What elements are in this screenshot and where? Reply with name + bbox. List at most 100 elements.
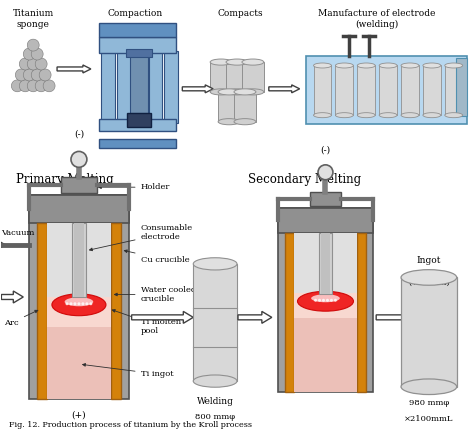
Polygon shape	[1, 291, 23, 303]
Circle shape	[43, 80, 55, 92]
Bar	[47, 297, 111, 327]
Bar	[313, 66, 331, 115]
Ellipse shape	[326, 299, 329, 302]
Ellipse shape	[401, 270, 457, 285]
Ellipse shape	[193, 258, 237, 270]
Bar	[126, 49, 152, 57]
Circle shape	[19, 80, 31, 92]
Bar	[357, 66, 375, 115]
Bar	[401, 66, 419, 115]
Text: Titanium
sponge: Titanium sponge	[13, 10, 54, 29]
Ellipse shape	[210, 59, 232, 65]
Ellipse shape	[334, 299, 337, 302]
Bar	[336, 66, 353, 115]
Bar	[101, 51, 115, 123]
Ellipse shape	[357, 113, 375, 118]
Bar	[321, 233, 330, 294]
Text: Holder: Holder	[99, 183, 170, 191]
Ellipse shape	[445, 113, 463, 118]
Circle shape	[31, 69, 43, 81]
Circle shape	[23, 48, 35, 60]
Bar	[127, 113, 151, 127]
Bar	[61, 177, 97, 193]
Ellipse shape	[379, 113, 397, 118]
Polygon shape	[132, 311, 193, 323]
Bar	[423, 66, 441, 115]
Circle shape	[15, 69, 27, 81]
Bar	[99, 138, 176, 148]
Bar	[37, 223, 47, 399]
Bar	[294, 293, 357, 392]
Bar	[99, 23, 176, 37]
Text: Compaction: Compaction	[108, 10, 163, 18]
Text: Manufacture of electrode
(welding): Manufacture of electrode (welding)	[319, 10, 436, 29]
Text: Compacts: Compacts	[217, 10, 263, 18]
Ellipse shape	[218, 89, 240, 95]
Bar	[74, 223, 84, 297]
Ellipse shape	[70, 302, 73, 305]
Ellipse shape	[298, 291, 354, 311]
Ellipse shape	[77, 302, 81, 305]
Ellipse shape	[226, 59, 248, 65]
Bar	[357, 233, 366, 392]
Ellipse shape	[193, 375, 237, 387]
Ellipse shape	[423, 63, 441, 68]
Bar	[72, 223, 86, 297]
Ellipse shape	[379, 63, 397, 68]
Text: (7~8 ton): (7~8 ton)	[409, 279, 449, 286]
Bar	[210, 62, 232, 92]
Bar	[226, 62, 248, 92]
Ellipse shape	[330, 299, 333, 302]
Circle shape	[35, 80, 47, 92]
Ellipse shape	[423, 113, 441, 118]
Text: Ingot: Ingot	[417, 256, 441, 265]
Ellipse shape	[73, 302, 76, 305]
Circle shape	[23, 69, 35, 81]
Bar	[278, 208, 373, 392]
Text: ×2100mmL: ×2100mmL	[404, 415, 454, 423]
Circle shape	[19, 58, 31, 70]
Bar	[285, 233, 294, 392]
Ellipse shape	[85, 302, 88, 305]
Bar	[29, 195, 128, 223]
Bar	[242, 62, 264, 92]
Bar	[310, 192, 341, 206]
Ellipse shape	[234, 89, 256, 95]
Ellipse shape	[210, 89, 232, 95]
Text: 800 mmφ: 800 mmφ	[195, 413, 235, 421]
Bar	[193, 264, 237, 381]
Bar	[234, 92, 256, 122]
Circle shape	[27, 80, 39, 92]
Ellipse shape	[336, 113, 353, 118]
Bar	[99, 118, 176, 131]
Bar	[117, 51, 131, 123]
Bar	[99, 37, 176, 53]
Bar	[294, 293, 357, 318]
Ellipse shape	[322, 299, 325, 302]
Bar	[29, 195, 128, 399]
Text: Fig. 12. Production process of titanium by the Kroll process: Fig. 12. Production process of titanium …	[9, 421, 252, 429]
Ellipse shape	[336, 63, 353, 68]
Circle shape	[31, 48, 43, 60]
Ellipse shape	[242, 89, 264, 95]
Ellipse shape	[318, 299, 321, 302]
Ellipse shape	[65, 302, 69, 305]
Ellipse shape	[311, 294, 340, 302]
Text: (-): (-)	[74, 129, 84, 138]
Text: Arc: Arc	[4, 310, 38, 327]
Ellipse shape	[313, 113, 331, 118]
Bar	[218, 92, 240, 122]
Circle shape	[39, 69, 51, 81]
Bar	[148, 51, 163, 123]
Ellipse shape	[357, 63, 375, 68]
Text: Ti ingot: Ti ingot	[82, 364, 173, 378]
Circle shape	[27, 58, 39, 70]
Ellipse shape	[401, 113, 419, 118]
Circle shape	[27, 39, 39, 51]
Ellipse shape	[82, 302, 84, 305]
Text: Ti molten
pool: Ti molten pool	[112, 309, 181, 335]
Text: 980 mmφ: 980 mmφ	[409, 399, 449, 407]
Bar	[294, 233, 357, 392]
Text: Consumable
electrode: Consumable electrode	[90, 224, 193, 251]
Bar	[129, 53, 147, 113]
